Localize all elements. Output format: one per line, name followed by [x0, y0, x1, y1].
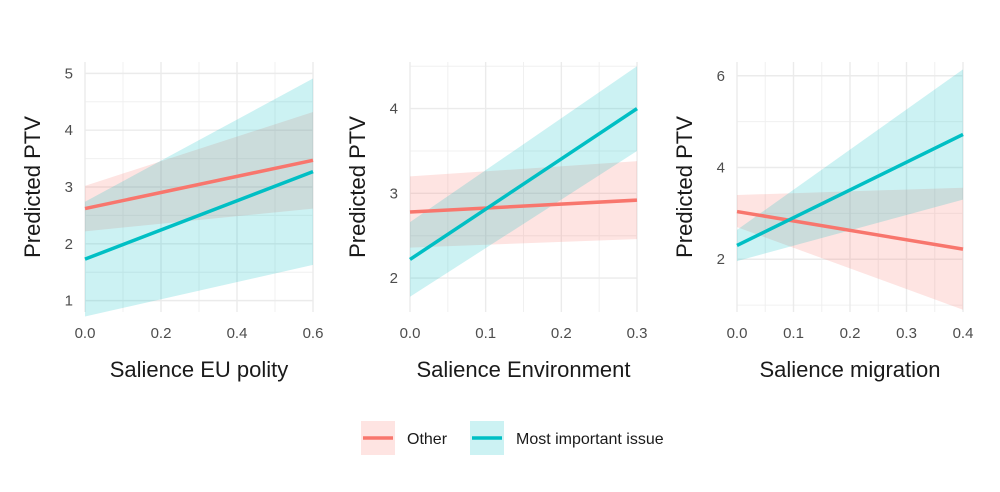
- y-tick-label: 3: [390, 185, 398, 202]
- x-tick-label: 0.0: [727, 325, 748, 342]
- x-tick-label: 0.4: [227, 325, 248, 342]
- y-tick-label: 4: [390, 101, 398, 118]
- y-tick-label: 3: [65, 179, 73, 196]
- x-tick-label: 0.1: [475, 325, 496, 342]
- y-tick-label: 5: [65, 65, 73, 82]
- panel-3: 0.0 0.1 0.2 0.3 0.4 2 4 6 Salience migration Pred…: [672, 62, 973, 382]
- panel-1: 0.0 0.2 0.4 0.6 1 2 3 4 5 Salience EU polity Predi…: [20, 62, 323, 382]
- line-most-important-issue: [84, 170, 314, 261]
- x-tick-label: 0.2: [840, 325, 861, 342]
- y-tick-label: 4: [717, 160, 725, 177]
- y-tick-label: 2: [65, 236, 73, 253]
- x-tick-label: 0.2: [151, 325, 172, 342]
- x-tick-label: 0.3: [896, 325, 917, 342]
- y-axis-title: Predicted PTV: [672, 116, 697, 258]
- legend-label-most-important-issue: Most important issue: [516, 431, 664, 448]
- y-tick-label: 2: [390, 270, 398, 287]
- ribbon-most-important-issue: [737, 69, 963, 262]
- x-tick-label: 0.0: [400, 325, 421, 342]
- ribbon-most-important-issue: [85, 78, 313, 317]
- ribbon-other: [85, 112, 313, 232]
- chart-panels: 0.0 0.2 0.4 0.6 1 2 3 4 5 Salience EU polity Predi…: [20, 62, 973, 382]
- x-tick-label: 0.6: [303, 325, 324, 342]
- x-tick-label: 0.0: [75, 325, 96, 342]
- y-tick-label: 6: [717, 68, 725, 85]
- x-tick-label: 0.1: [783, 325, 804, 342]
- line-other: [409, 198, 638, 214]
- line-other: [736, 209, 964, 251]
- x-tick-label: 0.4: [953, 325, 974, 342]
- y-axis-title: Predicted PTV: [20, 116, 45, 258]
- legend: Other Most important issue: [361, 421, 664, 455]
- x-axis-title: Salience EU polity: [110, 357, 289, 382]
- x-axis-title: Salience Environment: [416, 357, 630, 382]
- line-other: [84, 158, 314, 211]
- line-most-important-issue: [409, 107, 638, 261]
- y-tick-label: 1: [65, 293, 73, 310]
- panel-2: 0.0 0.1 0.2 0.3 2 3 4 Salience Environment Predi…: [345, 62, 647, 382]
- ribbon-most-important-issue: [410, 66, 637, 297]
- x-axis-title: Salience migration: [760, 357, 941, 382]
- x-tick-label: 0.2: [551, 325, 572, 342]
- line-most-important-issue: [736, 132, 964, 248]
- x-tick-label: 0.3: [627, 325, 648, 342]
- y-tick-label: 4: [65, 122, 73, 139]
- legend-label-other: Other: [407, 431, 448, 448]
- y-axis-title: Predicted PTV: [345, 116, 370, 258]
- y-tick-label: 2: [717, 251, 725, 268]
